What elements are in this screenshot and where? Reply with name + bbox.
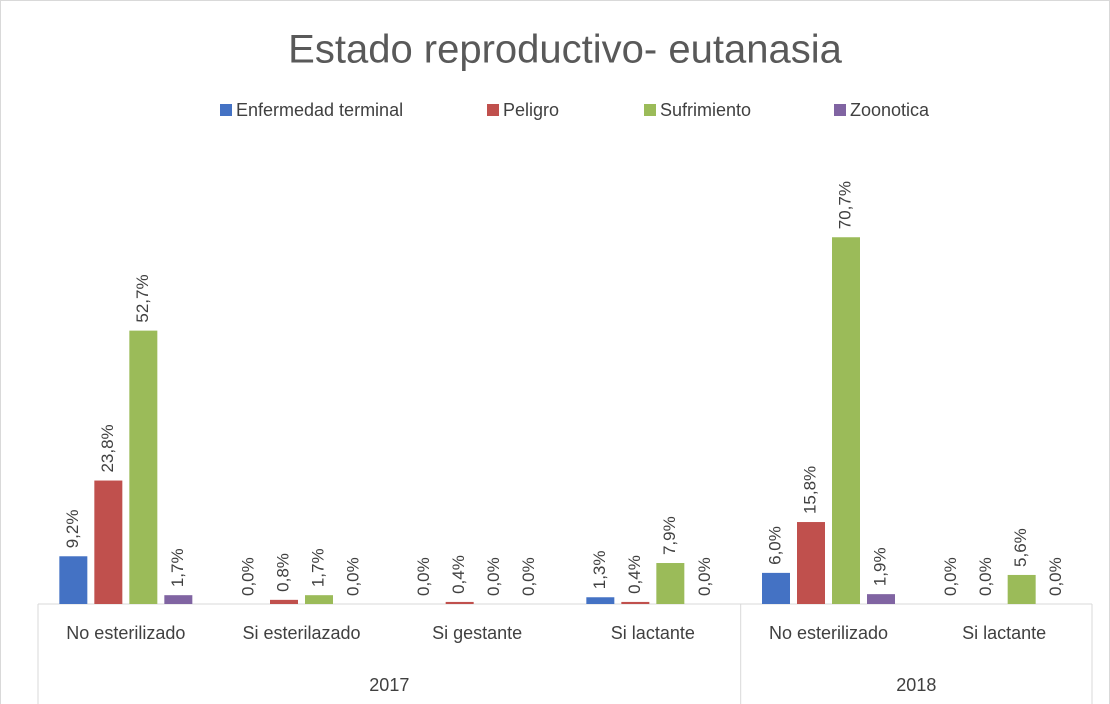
legend-label: Sufrimiento: [660, 100, 751, 120]
bar: [445, 601, 474, 604]
legend-swatch: [644, 104, 656, 116]
group-label: 2017: [369, 675, 409, 695]
x-tick-label: Si lactante: [611, 623, 695, 643]
group-label: 2018: [896, 675, 936, 695]
bar: [762, 572, 790, 604]
bar: [59, 556, 88, 604]
legend-swatch: [487, 104, 499, 116]
data-label: 1,3%: [590, 551, 609, 590]
legend-label: Peligro: [503, 100, 559, 120]
data-label: 0,0%: [695, 557, 714, 596]
bar: [94, 480, 123, 604]
data-label: 23,8%: [98, 424, 117, 472]
data-label: 0,8%: [273, 553, 292, 592]
data-label: 0,0%: [484, 557, 503, 596]
data-label: 70,7%: [835, 181, 854, 229]
chart-title: Estado reproductivo- eutanasia: [288, 28, 842, 72]
data-label: 0,0%: [519, 557, 538, 596]
data-label: 0,0%: [238, 557, 257, 596]
bar: [621, 601, 650, 604]
data-label: 6,0%: [765, 526, 784, 565]
data-label: 1,7%: [168, 548, 187, 587]
legend-swatch: [834, 104, 846, 116]
bar: [656, 563, 685, 604]
x-tick-label: No esterilizado: [66, 623, 185, 643]
data-label: 0,4%: [625, 555, 644, 594]
data-label: 52,7%: [133, 274, 152, 322]
bar: [832, 237, 860, 604]
bar: [797, 522, 825, 604]
x-tick-label: Si gestante: [432, 623, 522, 643]
bar: [1007, 574, 1036, 604]
data-label: 5,6%: [1011, 528, 1030, 567]
data-label: 9,2%: [63, 510, 82, 549]
bar: [867, 594, 895, 604]
legend-label: Zoonotica: [850, 100, 930, 120]
x-tick-label: Si esterilazado: [242, 623, 360, 643]
bar: [164, 595, 193, 604]
x-tick-label: No esterilizado: [769, 623, 888, 643]
bar: [586, 597, 615, 604]
x-tick-label: Si lactante: [962, 623, 1046, 643]
data-label: 0,0%: [941, 557, 960, 596]
data-label: 1,7%: [308, 548, 327, 587]
bar: [305, 595, 333, 604]
data-label: 1,9%: [870, 547, 889, 586]
bar: [270, 599, 298, 604]
data-label: 15,8%: [800, 466, 819, 514]
legend-swatch: [220, 104, 232, 116]
data-label: 7,9%: [660, 516, 679, 555]
bar: [129, 330, 158, 604]
data-label: 0,0%: [343, 557, 362, 596]
data-label: 0,4%: [449, 555, 468, 594]
data-label: 0,0%: [1046, 557, 1065, 596]
legend-label: Enfermedad terminal: [236, 100, 403, 120]
data-label: 0,0%: [414, 557, 433, 596]
data-label: 0,0%: [976, 557, 995, 596]
